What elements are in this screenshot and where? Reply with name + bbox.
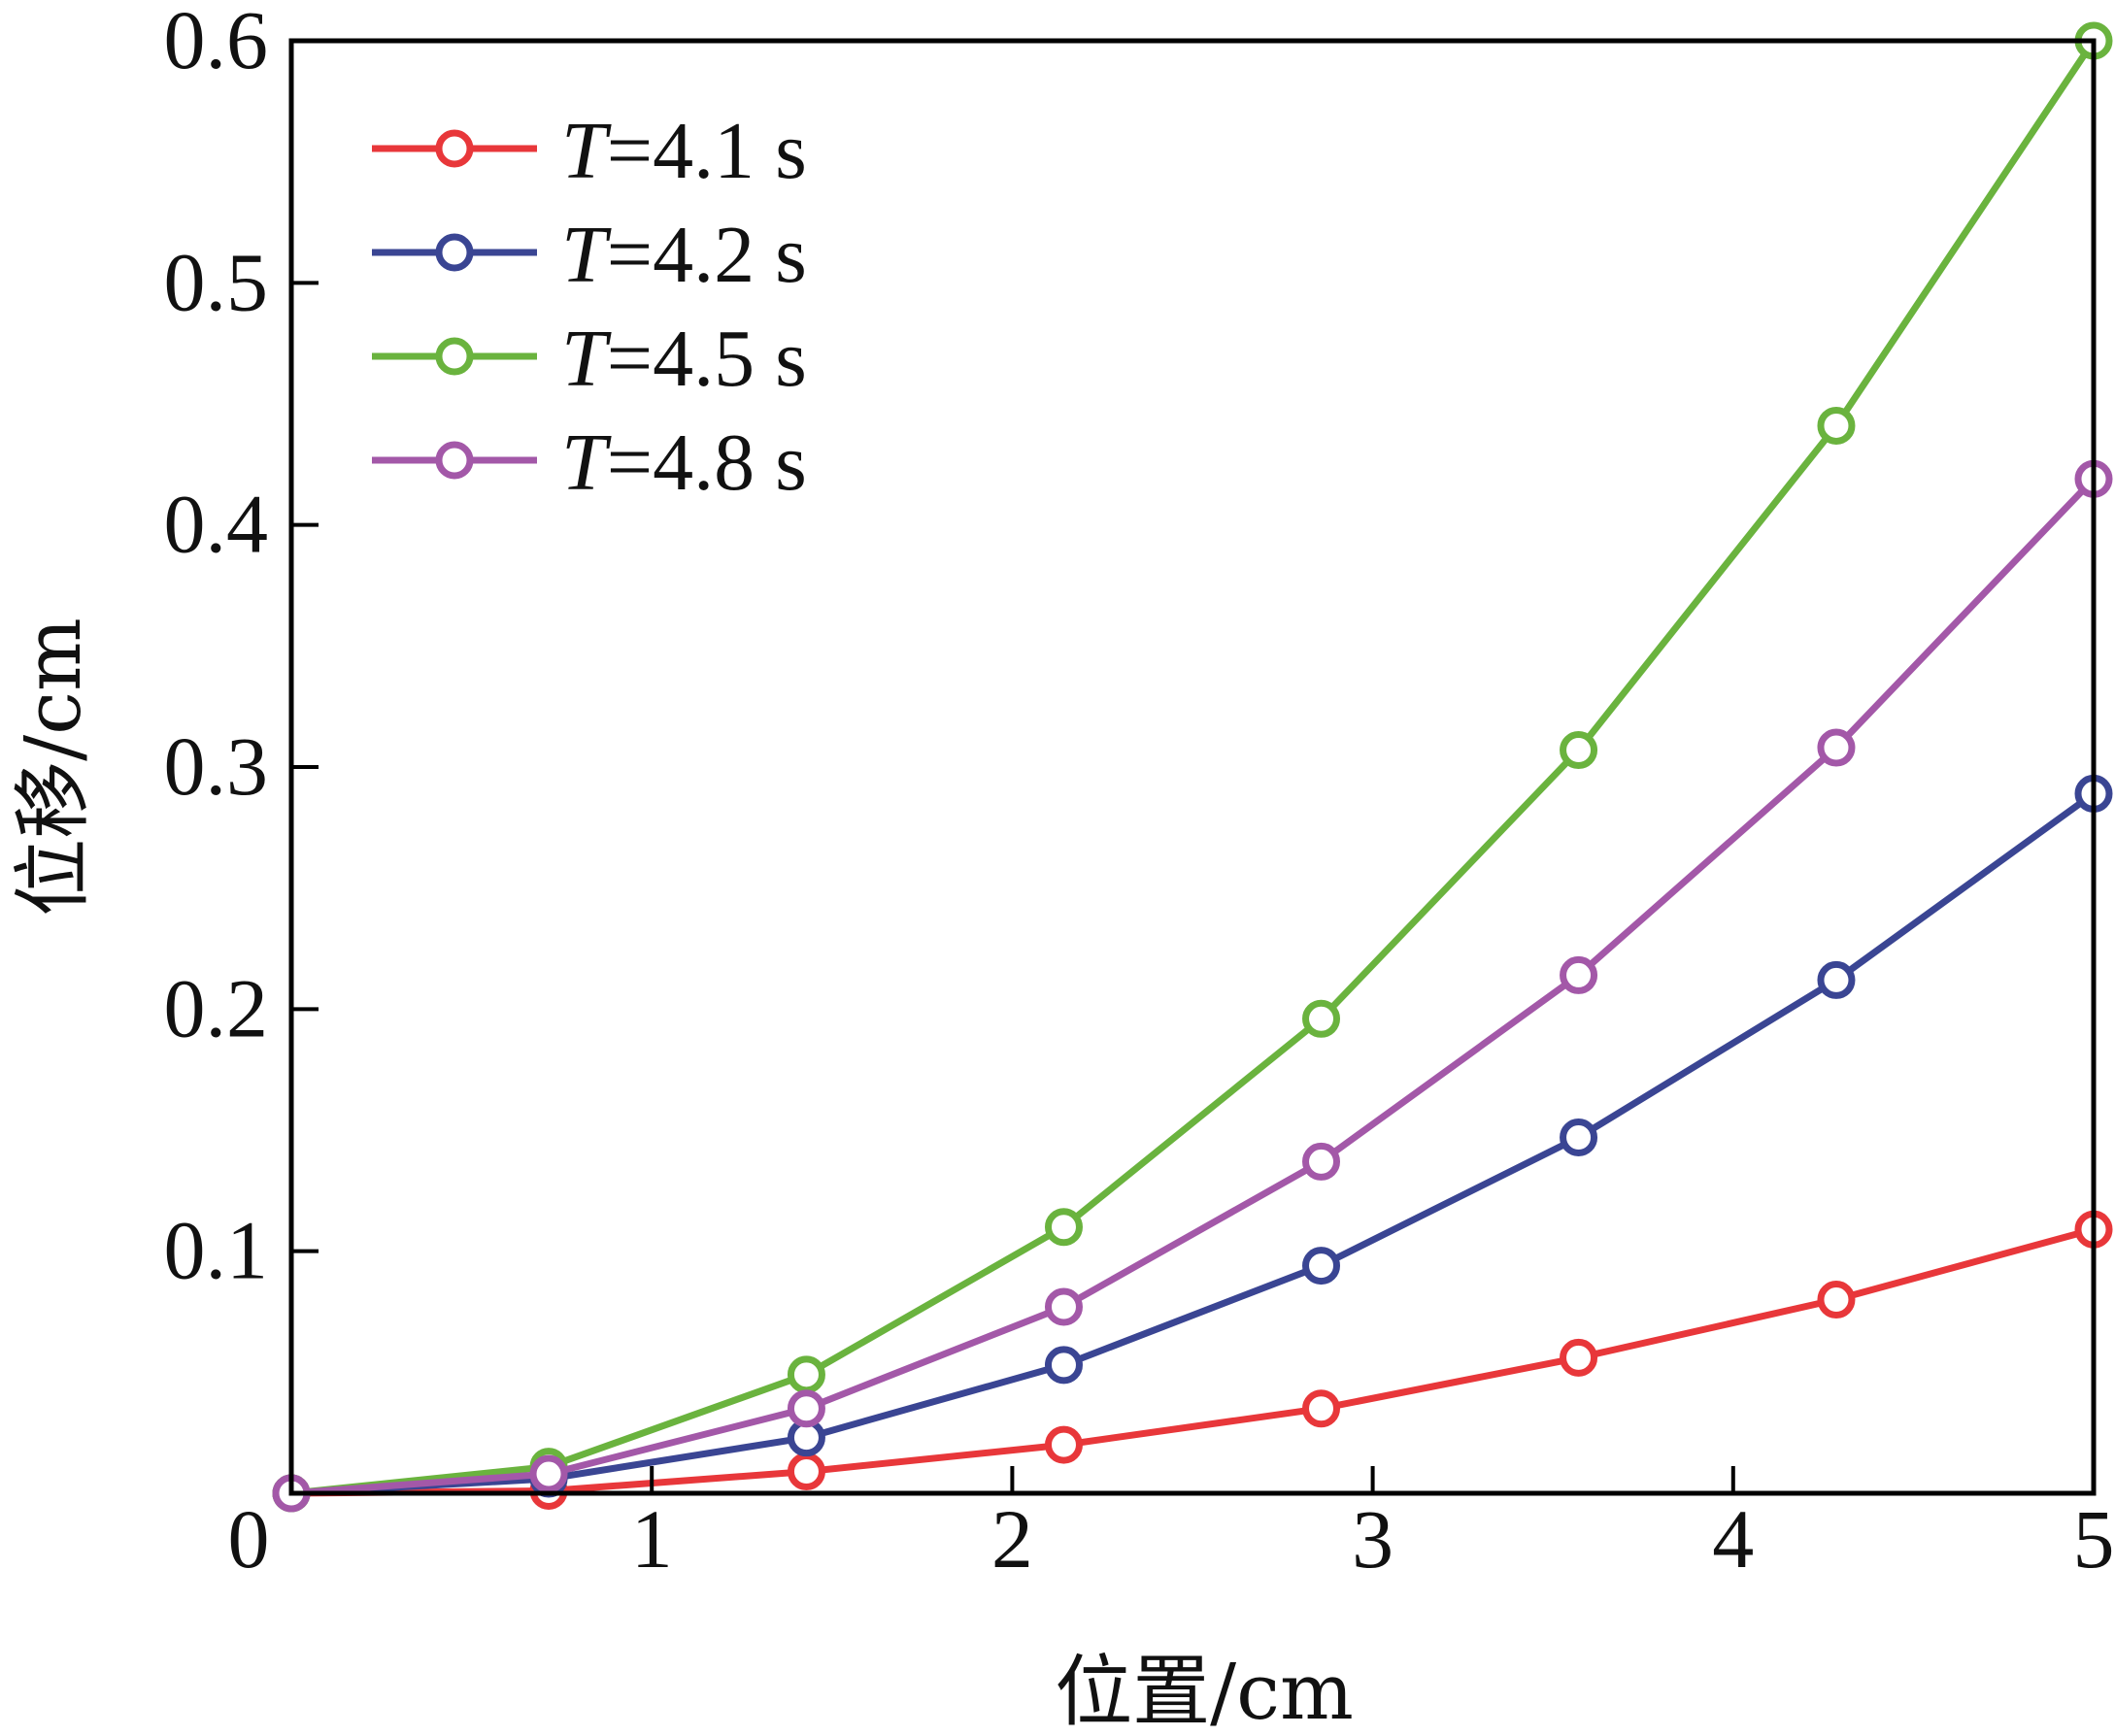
series-1: [272, 1210, 2113, 1513]
y-tick-label: 0.4: [164, 478, 269, 571]
legend-item: T=4.2 s: [372, 210, 807, 300]
series-layer: [272, 21, 2113, 1513]
legend-label: T=4.2 s: [561, 210, 807, 300]
data-point: [1044, 1425, 1083, 1464]
data-point: [787, 1389, 825, 1428]
data-point: [1817, 728, 1856, 767]
legend-marker: [435, 233, 474, 272]
legend-label: T=4.5 s: [561, 314, 807, 404]
x-tick-label: 2: [991, 1492, 1033, 1586]
data-point: [1302, 1142, 1341, 1181]
series-line-2: [290, 790, 2097, 1497]
series-line-4: [290, 476, 2097, 1497]
data-point: [787, 1452, 825, 1491]
y-tick-label: 0.3: [164, 719, 269, 813]
x-tick-label: 4: [1712, 1492, 1754, 1586]
series-line-1: [290, 1225, 2095, 1497]
legend-item: T=4.5 s: [372, 314, 807, 404]
x-axis-title: 位置/cm: [1055, 1647, 1354, 1736]
y-tick-label: 0.2: [164, 961, 269, 1054]
legend-marker: [435, 441, 474, 480]
x-tick-label: 0: [228, 1492, 270, 1586]
data-point: [1560, 1118, 1598, 1156]
x-tick-label: 3: [1352, 1492, 1393, 1586]
legend-marker: [435, 129, 474, 168]
legend-label: T=4.1 s: [561, 106, 807, 196]
data-point: [1044, 1208, 1083, 1247]
x-tick-label: 5: [2073, 1492, 2115, 1586]
tick-layer: 0 1 2 3 4 5 0.1 0.2 0.3 0.4 0.5 0.6: [164, 0, 2115, 1586]
data-point: [1302, 999, 1341, 1038]
data-point: [1302, 1389, 1341, 1428]
data-point: [1560, 1338, 1598, 1377]
y-axis-title: 位移/cm: [8, 618, 98, 917]
data-point: [1560, 955, 1598, 994]
data-point: [1302, 1247, 1341, 1285]
legend-item: T=4.8 s: [372, 417, 807, 508]
data-point: [1044, 1346, 1083, 1385]
series-line-3: [290, 39, 2097, 1497]
data-point: [529, 1454, 568, 1493]
series-2: [272, 774, 2113, 1513]
x-tick-label: 1: [631, 1492, 673, 1586]
legend-item: T=4.1 s: [372, 106, 807, 196]
data-point: [1044, 1287, 1083, 1326]
y-tick-label: 0.1: [164, 1204, 269, 1297]
data-point: [1560, 731, 1598, 770]
data-point: [1817, 1281, 1856, 1319]
data-point: [787, 1355, 825, 1394]
legend-label: T=4.8 s: [561, 417, 807, 508]
y-tick-label: 0.6: [164, 0, 269, 86]
data-point: [1817, 960, 1856, 999]
legend: T=4.1 s T=4.2 s T=4.5 s T=4.8 s: [372, 106, 807, 508]
data-point: [1817, 406, 1856, 445]
y-tick-label: 0.5: [164, 235, 269, 328]
legend-marker: [435, 337, 474, 376]
